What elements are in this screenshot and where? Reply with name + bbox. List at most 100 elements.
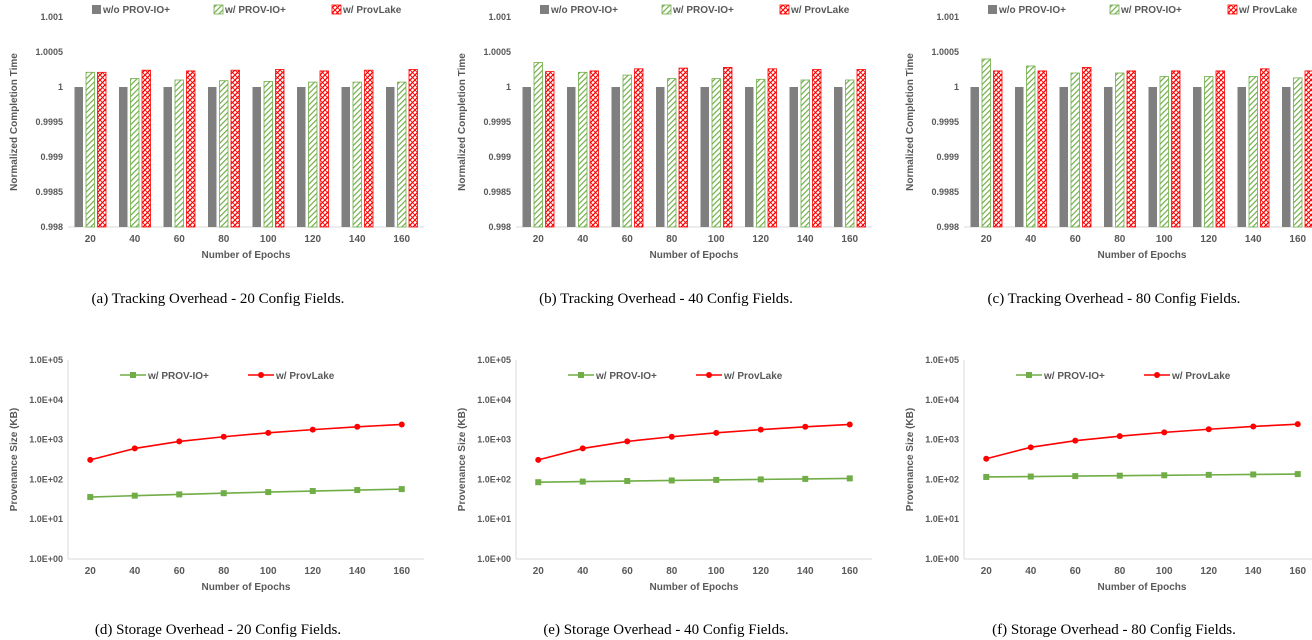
series-line-2 <box>90 423 402 461</box>
x-tick-label: 140 <box>797 566 814 577</box>
legend-swatch-2 <box>213 4 224 15</box>
marker-provio-140 <box>1250 471 1257 478</box>
x-tick-label: 80 <box>666 234 678 245</box>
y-tick-label: 1.0E+00 <box>29 554 63 564</box>
y-tick-label: 0.9985 <box>483 187 511 197</box>
marker-provio-60 <box>176 491 183 498</box>
y-tick-label: 0.9995 <box>931 117 959 127</box>
marker-provio-20 <box>983 473 990 480</box>
bar-3-100 <box>1171 70 1181 228</box>
y-tick-label: 0.999 <box>936 152 959 162</box>
y-tick-label: 1.0E+03 <box>477 435 511 445</box>
x-tick-label: 120 <box>1200 566 1217 577</box>
chart-panel-4: 1.0E+05 1.0E+04 1.0E+03 1.0E+02 1.0E+01 1.0E+… <box>9 355 424 638</box>
x-axis-label: Number of Epochs <box>650 582 739 593</box>
bar-3-100 <box>275 69 285 228</box>
series-line-1 <box>538 477 850 484</box>
legend-label-1: w/o PROV-IO+ <box>550 5 618 16</box>
x-tick-label: 100 <box>260 234 277 245</box>
bar-1-40 <box>567 87 576 227</box>
x-tick-label: 120 <box>752 234 769 245</box>
marker-provlake-140 <box>802 423 809 430</box>
marker-provlake-60 <box>176 438 183 445</box>
bar-2-100 <box>1159 76 1169 228</box>
chart-panel-1: 1.001 1.0005 1 0.9995 0.999 0.9985 0.998 20 40 60… <box>9 4 424 307</box>
y-tick-label: 0.9995 <box>35 117 63 127</box>
bar-3-140 <box>812 69 822 228</box>
bar-1-40 <box>1015 87 1024 227</box>
y-tick-label: 1 <box>954 82 959 92</box>
bar-3-100 <box>723 67 733 228</box>
bar-2-40 <box>578 71 588 228</box>
marker-provio-40 <box>131 492 138 499</box>
x-tick-label: 100 <box>1156 234 1173 245</box>
y-tick-label: 1.001 <box>936 12 959 22</box>
bar-3-20 <box>545 71 555 228</box>
bar-2-80 <box>219 80 229 228</box>
bar-2-140 <box>800 79 810 228</box>
legend-marker-1 <box>130 372 136 378</box>
y-tick-label: 1.0E+04 <box>925 395 959 405</box>
bar-1-140 <box>789 87 798 227</box>
bar-2-120 <box>756 78 766 228</box>
bar-3-120 <box>1215 70 1225 228</box>
x-tick-label: 100 <box>260 566 277 577</box>
legend-label-1: w/ PROV-IO+ <box>1043 371 1105 382</box>
y-tick-label: 1.0E+03 <box>29 435 63 445</box>
y-tick-label: 1.0E+05 <box>477 355 511 365</box>
marker-provlake-120 <box>1205 426 1212 433</box>
y-tick-label: 1 <box>58 82 63 92</box>
legend-marker-2 <box>258 372 264 378</box>
bar-3-60 <box>634 68 644 228</box>
x-tick-label: 20 <box>533 234 545 245</box>
bar-2-100 <box>711 78 721 228</box>
bar-2-80 <box>1115 72 1125 228</box>
bar-3-120 <box>319 70 329 228</box>
bar-3-40 <box>589 70 599 228</box>
legend-label-2: w/ PROV-IO+ <box>672 5 734 16</box>
legend-label-1: w/ PROV-IO+ <box>595 371 657 382</box>
x-tick-label: 60 <box>622 566 634 577</box>
bar-2-140 <box>352 81 362 228</box>
x-tick-label: 20 <box>981 234 993 245</box>
y-tick-label: 1.0005 <box>931 47 959 57</box>
marker-provlake-40 <box>1027 444 1034 451</box>
x-axis-label: Number of Epochs <box>1098 582 1187 593</box>
marker-provio-100 <box>1161 472 1168 479</box>
x-tick-label: 160 <box>393 566 410 577</box>
bar-2-60 <box>1070 72 1080 228</box>
y-tick-label: 1.001 <box>488 12 511 22</box>
y-tick-label: 1.0E+03 <box>925 435 959 445</box>
legend-marker-1 <box>578 372 584 378</box>
marker-provio-20 <box>535 479 542 486</box>
x-tick-label: 20 <box>85 566 97 577</box>
bar-3-40 <box>1037 70 1047 228</box>
x-axis-label: Number of Epochs <box>1098 250 1187 261</box>
bar-2-40 <box>1026 65 1036 228</box>
bar-1-60 <box>611 87 620 227</box>
legend-label-3: w/ ProvLake <box>790 5 850 16</box>
marker-provlake-40 <box>579 445 586 452</box>
bar-1-100 <box>700 87 709 227</box>
bar-1-40 <box>119 87 128 227</box>
bar-2-140 <box>1248 76 1258 228</box>
bar-2-120 <box>308 81 318 228</box>
y-axis-label: Normalized Completion Time <box>9 53 20 191</box>
x-tick-label: 100 <box>708 234 725 245</box>
y-tick-label: 1.0E+01 <box>477 514 511 524</box>
legend-label-2: w/ ProvLake <box>1171 371 1231 382</box>
caption: (e) Storage Overhead - 40 Config Fields. <box>543 622 788 638</box>
chart-panel-2: 1.001 1.0005 1 0.9995 0.999 0.9985 0.998 20 40 60… <box>457 4 872 307</box>
bar-1-20 <box>74 87 83 227</box>
legend-swatch-1 <box>92 5 101 14</box>
y-tick-label: 0.999 <box>488 152 511 162</box>
bar-3-20 <box>993 70 1003 228</box>
legend-swatch-2 <box>1109 4 1120 15</box>
x-tick-label: 80 <box>218 234 230 245</box>
y-tick-label: 0.9985 <box>35 187 63 197</box>
chart-panel-6: 1.0E+05 1.0E+04 1.0E+03 1.0E+02 1.0E+01 1.0E+… <box>905 355 1312 638</box>
bar-3-80 <box>230 69 240 228</box>
y-tick-label: 1.0E+05 <box>925 355 959 365</box>
marker-provio-60 <box>624 478 631 485</box>
